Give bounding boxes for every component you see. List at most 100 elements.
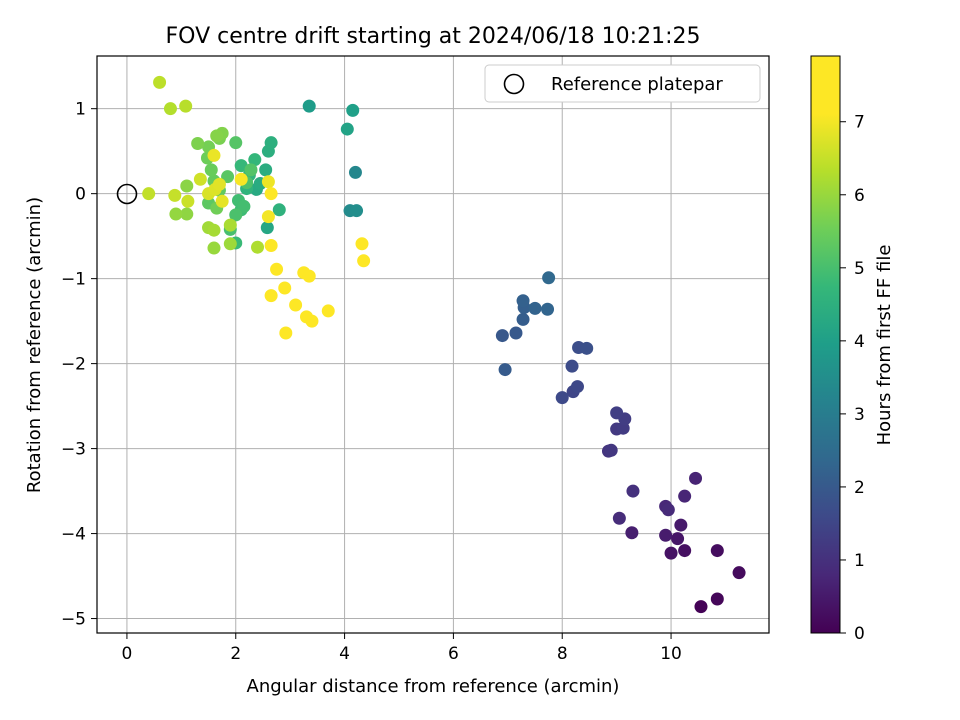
x-tick-label: 8	[557, 644, 568, 664]
y-tick-label: −1	[61, 270, 86, 290]
data-point	[689, 471, 703, 485]
data-point	[259, 163, 273, 177]
data-point	[340, 122, 354, 136]
data-point	[661, 503, 675, 517]
data-point	[357, 254, 371, 268]
x-axis-ticks: 0 2 4 6 8 10	[122, 633, 682, 664]
data-point	[264, 187, 278, 201]
data-point	[234, 159, 248, 173]
data-point	[237, 199, 251, 213]
data-point	[610, 406, 624, 420]
plot-frame	[96, 55, 770, 634]
data-point	[204, 163, 218, 177]
data-point	[221, 170, 235, 184]
data-point	[555, 391, 569, 405]
colorbar: 0 1 2 3 4 5 6 7 Hours from first FF file	[810, 55, 895, 644]
data-point	[207, 148, 221, 162]
legend-marker-icon	[503, 73, 525, 95]
data-point	[302, 269, 316, 283]
data-point	[355, 237, 369, 251]
data-point	[625, 526, 639, 540]
data-point	[580, 341, 594, 355]
colorbar-tick-label: 0	[854, 624, 865, 644]
data-point	[142, 187, 156, 201]
data-point	[664, 546, 678, 560]
data-point	[210, 129, 224, 143]
data-point	[270, 262, 284, 276]
x-tick-label: 6	[448, 644, 459, 664]
data-point	[570, 380, 584, 394]
colorbar-tick-label: 4	[854, 332, 865, 352]
data-point	[264, 289, 278, 303]
data-point	[604, 443, 618, 457]
data-point	[229, 208, 243, 222]
data-point	[346, 103, 360, 117]
colorbar-tick-label: 7	[854, 113, 865, 133]
x-axis-label: Angular distance from reference (arcmin)	[247, 676, 620, 697]
data-point	[207, 223, 221, 237]
data-point	[278, 281, 292, 295]
data-point	[261, 210, 275, 224]
data-point	[212, 177, 226, 191]
legend-entry-reference-platepar: Reference platepar	[551, 74, 723, 95]
data-point	[289, 298, 303, 312]
data-point	[710, 544, 724, 558]
colorbar-tick-label: 5	[854, 259, 865, 279]
y-tick-label: −4	[61, 525, 86, 545]
data-point	[565, 359, 579, 373]
y-tick-label: −3	[61, 440, 86, 460]
data-point	[223, 237, 237, 251]
data-point	[244, 163, 258, 177]
legend: Reference platepar	[484, 64, 761, 103]
data-point	[248, 153, 262, 167]
colorbar-tick-label: 6	[854, 186, 865, 206]
data-point	[498, 363, 512, 377]
data-point	[659, 528, 673, 542]
x-tick-label: 10	[660, 644, 682, 664]
data-point	[321, 304, 335, 318]
data-point	[207, 241, 221, 255]
x-tick-label: 2	[230, 644, 241, 664]
data-point	[710, 592, 724, 606]
x-tick-label: 4	[339, 644, 350, 664]
data-point	[272, 203, 286, 217]
y-tick-label: −5	[61, 610, 86, 630]
data-point	[179, 99, 193, 113]
data-point	[260, 221, 274, 235]
data-point	[191, 137, 205, 151]
data-point	[516, 294, 530, 308]
y-axis-label: Rotation from reference (arcmin)	[24, 197, 45, 493]
y-tick-label: 0	[75, 185, 86, 205]
data-point	[223, 218, 237, 232]
chart-title: FOV centre drift starting at 2024/06/18 …	[166, 24, 701, 49]
data-point	[678, 489, 692, 503]
data-point	[153, 75, 167, 89]
data-point	[264, 239, 278, 253]
data-point	[181, 194, 195, 208]
y-axis-ticks: −5 −4 −3 −2 −1 0 1	[61, 100, 97, 630]
y-tick-label: −2	[61, 355, 86, 375]
data-point	[671, 532, 685, 546]
data-point	[732, 566, 746, 580]
data-point	[350, 204, 364, 218]
data-point	[694, 600, 708, 614]
data-point	[168, 188, 182, 202]
data-point	[180, 207, 194, 221]
data-point	[264, 136, 278, 150]
data-point	[678, 544, 692, 558]
data-point	[180, 179, 194, 193]
data-point	[305, 314, 319, 328]
data-point	[251, 240, 265, 254]
data-point	[234, 172, 248, 186]
data-point	[674, 518, 688, 532]
x-tick-label: 0	[122, 644, 133, 664]
data-point	[626, 484, 640, 498]
data-point	[169, 207, 183, 221]
colorbar-label: Hours from first FF file	[874, 245, 895, 446]
data-point	[528, 301, 542, 315]
data-point	[495, 329, 509, 343]
colorbar-tick-label: 2	[854, 478, 865, 498]
data-point	[193, 172, 207, 186]
y-tick-label: 1	[75, 100, 86, 120]
data-point	[163, 102, 177, 116]
